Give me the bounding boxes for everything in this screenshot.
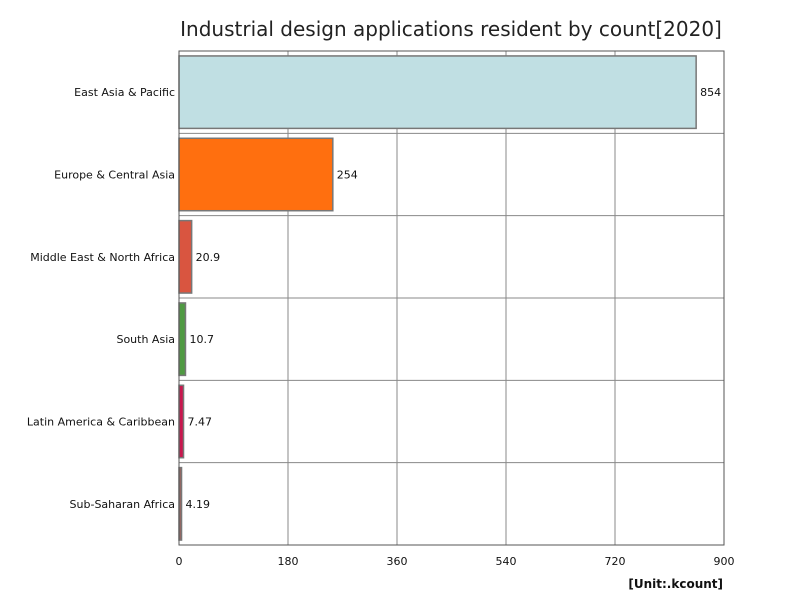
value-label: 854 <box>700 86 721 99</box>
value-labels: 854 254 20.9 10.7 7.47 4.19 <box>186 86 722 511</box>
unit-label: [Unit:.kcount] <box>628 577 723 591</box>
category-labels: East Asia & Pacific Europe & Central Asia… <box>27 86 175 511</box>
x-tick-label: 180 <box>278 555 299 568</box>
category-label: Middle East & North Africa <box>30 251 175 264</box>
category-label: Sub-Saharan Africa <box>70 498 175 511</box>
chart-title: Industrial design applications resident … <box>180 17 722 41</box>
value-label: 10.7 <box>189 333 214 346</box>
x-tick-label: 720 <box>605 555 626 568</box>
plot-frame <box>178 50 725 546</box>
bar <box>178 384 185 459</box>
value-label: 7.47 <box>188 416 213 429</box>
x-tick-label: 360 <box>387 555 408 568</box>
bar <box>178 55 697 130</box>
category-label: Latin America & Caribbean <box>27 416 175 429</box>
x-tick-label: 0 <box>176 555 183 568</box>
bars <box>178 55 697 541</box>
bar <box>178 219 193 294</box>
bar <box>178 302 187 377</box>
category-label: East Asia & Pacific <box>74 86 175 99</box>
value-label: 254 <box>337 169 358 182</box>
x-tick-label: 900 <box>714 555 735 568</box>
x-axis-ticks: 0 180 360 540 720 900 <box>176 555 735 568</box>
value-label: 20.9 <box>196 251 221 264</box>
value-label: 4.19 <box>186 498 211 511</box>
x-tick-label: 540 <box>496 555 517 568</box>
bar <box>178 137 334 212</box>
category-label: South Asia <box>116 333 175 346</box>
category-label: Europe & Central Asia <box>54 169 175 182</box>
